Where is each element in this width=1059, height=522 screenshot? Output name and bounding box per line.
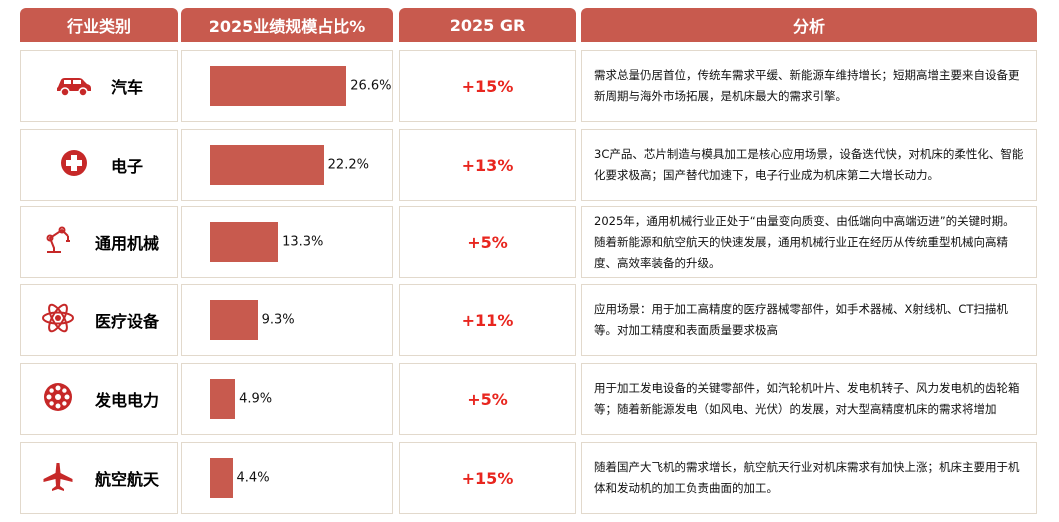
medical-cross-icon <box>55 148 93 182</box>
industry-name: 电子 <box>110 157 143 176</box>
car-icon <box>55 69 93 103</box>
analysis-cell: 用于加工发电设备的关键零部件，如汽轮机叶片、发电机转子、风力发电机的齿轮箱等；随… <box>581 363 1037 435</box>
share-label: 4.4% <box>236 470 270 486</box>
share-label: 4.9% <box>239 391 273 407</box>
growth-rate: +5% <box>467 232 508 252</box>
analysis-cell: 应用场景：用于加工高精度的医疗器械零部件，如手术器械、X射线机、CT扫描机等。对… <box>581 284 1037 356</box>
industry-name: 汽车 <box>110 78 143 97</box>
share-cell: 9.3% <box>181 284 393 356</box>
industry-name: 医疗设备 <box>94 312 159 331</box>
growth-rate: +15% <box>461 76 514 96</box>
growth-rate: +5% <box>467 389 508 409</box>
share-cell: 26.6% <box>181 50 393 122</box>
gr-cell: +5% <box>399 206 576 278</box>
analysis-cell: 2025年，通用机械行业正处于“由量变向质变、由低端向中高端迈进”的关键时期。随… <box>581 206 1037 278</box>
share-bar <box>210 379 236 419</box>
turbine-icon <box>39 382 77 416</box>
share-label: 26.6% <box>350 78 392 94</box>
airplane-icon <box>39 461 77 495</box>
growth-rate: +15% <box>461 468 514 488</box>
header-gr: 2025 GR <box>399 8 576 42</box>
growth-rate: +13% <box>461 155 514 175</box>
share-bar <box>210 145 324 185</box>
share-cell: 22.2% <box>181 129 393 201</box>
industry-name: 通用机械 <box>94 234 159 253</box>
share-label: 9.3% <box>261 312 295 328</box>
gr-cell: +15% <box>399 50 576 122</box>
analysis-text: 应用场景：用于加工高精度的医疗器械零部件，如手术器械、X射线机、CT扫描机等。对… <box>594 302 1008 337</box>
analysis-cell: 需求总量仍居首位，传统车需求平缓、新能源车维持增长；短期高增主要来自设备更新周期… <box>581 50 1037 122</box>
analysis-text: 用于加工发电设备的关键零部件，如汽轮机叶片、发电机转子、风力发电机的齿轮箱等；随… <box>594 381 1020 416</box>
header-category: 行业类别 <box>20 8 178 42</box>
share-cell: 4.9% <box>181 363 393 435</box>
gr-cell: +5% <box>399 363 576 435</box>
table-row-category: 航空航天 <box>20 442 178 514</box>
share-label: 13.3% <box>282 234 324 250</box>
share-bar <box>210 458 233 498</box>
analysis-text: 2025年，通用机械行业正处于“由量变向质变、由低端向中高端迈进”的关键时期。随… <box>594 213 1015 270</box>
table-row-category: 发电电力 <box>20 363 178 435</box>
gr-cell: +15% <box>399 442 576 514</box>
share-bar <box>210 222 279 262</box>
gr-cell: +13% <box>399 129 576 201</box>
analysis-text: 3C产品、芯片制造与模具加工是核心应用场景，设备迭代快，对机床的柔性化、智能化要… <box>594 147 1024 182</box>
gr-cell: +11% <box>399 284 576 356</box>
atom-icon <box>39 303 77 337</box>
analysis-text: 随着国产大飞机的需求增长，航空航天行业对机床需求有加快上涨；机床主要用于机体和发… <box>594 460 1020 495</box>
industry-name: 航空航天 <box>94 470 159 489</box>
share-cell: 4.4% <box>181 442 393 514</box>
share-bar <box>210 300 258 340</box>
table-row-category: 医疗设备 <box>20 284 178 356</box>
header-analysis: 分析 <box>581 8 1037 42</box>
header-share: 2025业绩规模占比% <box>181 8 393 42</box>
share-cell: 13.3% <box>181 206 393 278</box>
analysis-cell: 3C产品、芯片制造与模具加工是核心应用场景，设备迭代快，对机床的柔性化、智能化要… <box>581 129 1037 201</box>
table-row-category: 电子 <box>20 129 178 201</box>
share-label: 22.2% <box>327 157 369 173</box>
table-row-category: 通用机械 <box>20 206 178 278</box>
share-bar <box>210 66 347 106</box>
table-row-category: 汽车 <box>20 50 178 122</box>
industry-name: 发电电力 <box>94 391 159 410</box>
growth-rate: +11% <box>461 310 514 330</box>
analysis-cell: 随着国产大飞机的需求增长，航空航天行业对机床需求有加快上涨；机床主要用于机体和发… <box>581 442 1037 514</box>
analysis-text: 需求总量仍居首位，传统车需求平缓、新能源车维持增长；短期高增主要来自设备更新周期… <box>594 68 1020 103</box>
robot-arm-icon <box>39 225 77 259</box>
